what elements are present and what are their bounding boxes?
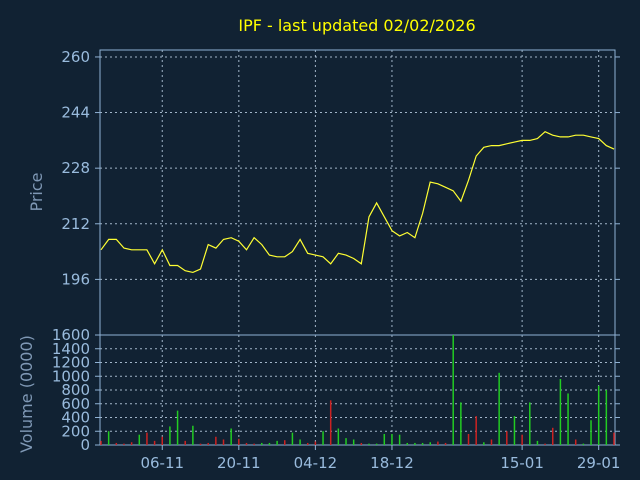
volume-axis-label: Volume (0000)	[17, 335, 36, 453]
price-panel: 260 244 228 212 196	[61, 48, 620, 336]
x-tick-label: 20-11	[217, 454, 261, 472]
volume-tick-label: 1200	[52, 354, 90, 372]
volume-tick-label: 200	[61, 422, 90, 440]
x-tick-label: 18-12	[370, 454, 414, 472]
price-axis-label: Price	[27, 172, 46, 211]
price-plot-frame	[99, 49, 616, 336]
price-tick-label: 260	[61, 48, 90, 66]
price-series-line	[100, 130, 615, 274]
volume-tick-label: 800	[61, 381, 90, 399]
volume-tick-label: 600	[61, 395, 90, 413]
volume-plot-frame	[99, 334, 616, 446]
volume-tick-label: 1400	[52, 340, 90, 358]
volume-tick-label: 1600	[52, 326, 90, 344]
volume-tick-label: 400	[61, 409, 90, 427]
x-tick-label: 04-12	[294, 454, 338, 472]
price-tick-label: 228	[61, 159, 90, 177]
price-tick-label: 212	[61, 215, 90, 233]
price-tick-label: 244	[61, 104, 90, 122]
x-axis: 06-11 20-11 04-12 18-12 15-01 29-01	[140, 445, 620, 472]
volume-tick-label: 0	[80, 436, 90, 454]
chart-title: IPF - last updated 02/02/2026	[238, 16, 475, 35]
x-tick-label: 15-01	[500, 454, 544, 472]
x-tick-label: 29-01	[577, 454, 621, 472]
x-tick-label: 06-11	[140, 454, 184, 472]
volume-tick-label: 1000	[52, 367, 90, 385]
price-tick-label: 196	[61, 270, 90, 288]
